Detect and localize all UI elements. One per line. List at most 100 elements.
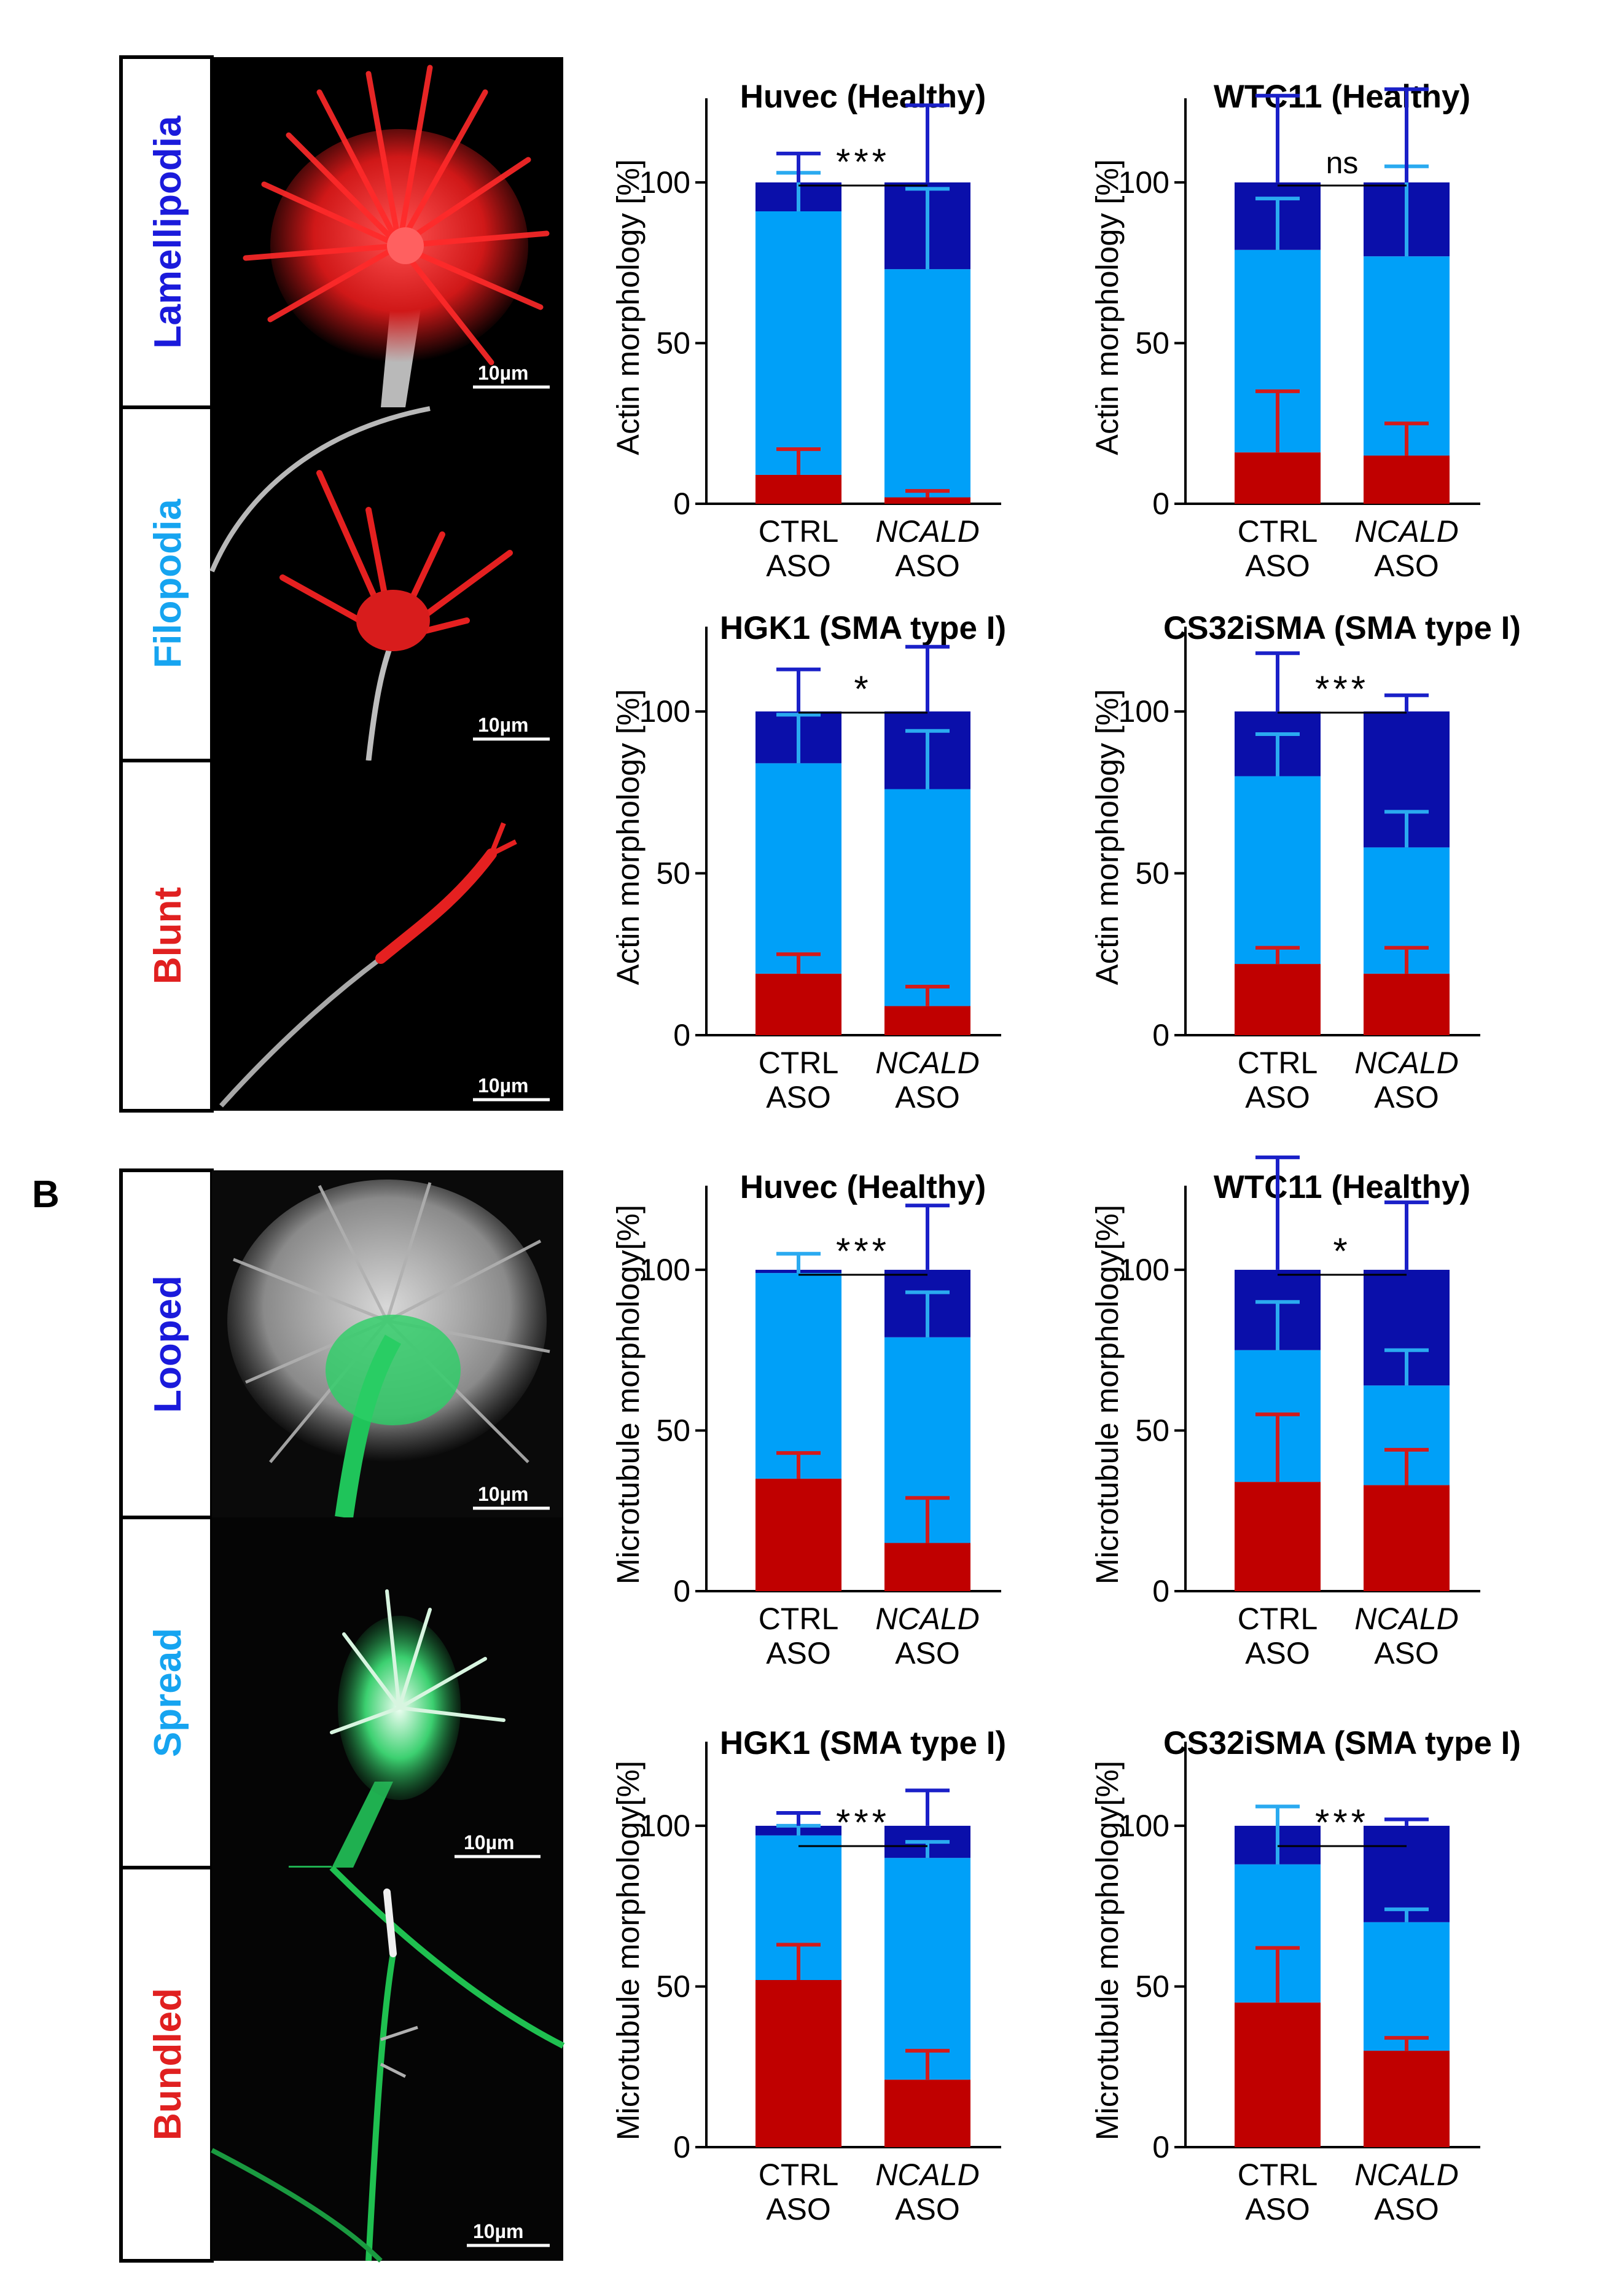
bar-segment (755, 763, 841, 974)
y-tick-label: 0 (673, 1018, 690, 1052)
bar-segment (884, 1858, 970, 2080)
y-tick-label: 50 (656, 326, 690, 360)
image-label-bundled: Bundled (147, 1988, 189, 2140)
category-label: NCALD (1354, 514, 1458, 549)
microtubule-spread-micrograph: 10µm (212, 1517, 563, 1869)
chart-title: Huvec (Healthy) (740, 79, 986, 115)
category-label: ASO (895, 2192, 960, 2226)
y-tick-label: 100 (639, 1809, 690, 1843)
label-box-spread (119, 1516, 214, 1869)
bar-segment (1235, 452, 1321, 504)
category-label: NCALD (1354, 2158, 1458, 2192)
chart-4: CS32iSMA (SMA type I) Actin morphology [%… (1090, 610, 1521, 1114)
significance-label: *** (836, 141, 890, 182)
y-tick-label: 50 (1135, 856, 1169, 891)
bar-segment (1364, 973, 1450, 1035)
category-label: CTRL (759, 514, 839, 549)
y-tick-label: 100 (639, 165, 690, 200)
bar-segment (884, 1543, 970, 1591)
image-label-lamellipodia: Lamellipodia (147, 115, 189, 348)
image-label-spread: Spread (147, 1628, 189, 1757)
y-tick-label: 50 (656, 1413, 690, 1447)
micrograph-column-actin: Lamellipodia Filopodia Blunt 10µm (119, 55, 563, 1113)
y-tick-label: 0 (1152, 487, 1169, 521)
chart-title: HGK1 (SMA type I) (720, 610, 1006, 646)
actin-filopodia-micrograph: 10µm (209, 406, 563, 761)
chart-6: WTC11 (Healthy) Microtubule morphology[%]… (1090, 1155, 1480, 1670)
y-tick-label: 100 (639, 1253, 690, 1287)
y-tick-label: 50 (656, 1969, 690, 2003)
category-label: CTRL (1238, 2158, 1318, 2192)
bar-segment (755, 474, 841, 504)
chart-8: CS32iSMA (SMA type I) Microtubule morphol… (1090, 1725, 1521, 2226)
bar-segment (1364, 1825, 1450, 1922)
y-axis-label: Actin morphology [%] (1090, 689, 1125, 985)
scale-bar-label: 10µm (478, 714, 528, 736)
chart-title: WTC11 (Healthy) (1214, 1169, 1470, 1205)
category-label: NCALD (1354, 1602, 1458, 1636)
panel-label: B (32, 1173, 60, 1216)
label-box-lamellipodia (119, 55, 214, 409)
bar-segment (755, 973, 841, 1035)
category-label: ASO (766, 549, 831, 583)
category-label: NCALD (875, 1602, 979, 1636)
category-label: ASO (1374, 1636, 1439, 1670)
category-label: NCALD (875, 2158, 979, 2192)
bar-segment (1364, 455, 1450, 504)
y-tick-label: 0 (673, 2130, 690, 2164)
y-tick-label: 50 (1135, 1969, 1169, 2003)
scale-bar-label: 10µm (464, 1831, 514, 1853)
y-tick-label: 0 (673, 1574, 690, 1608)
y-axis-label: Actin morphology [%] (611, 689, 646, 985)
scale-bar-label: 10µm (473, 2220, 523, 2242)
y-tick-label: 0 (1152, 2130, 1169, 2164)
scale-bar-label: 10µm (478, 1074, 528, 1097)
significance-label: *** (836, 1802, 890, 1843)
chart-2: WTC11 (Healthy) Actin morphology [%] 0 50 10… (1090, 79, 1480, 583)
image-label-filopodia: Filopodia (147, 499, 189, 668)
chart-5: Huvec (Healthy) Microtubule morphology[%]… (611, 1169, 1001, 1670)
category-label: ASO (1374, 549, 1439, 583)
chart-1: Huvec (Healthy) Actin morphology [%] 0 50 10… (611, 79, 1001, 583)
y-tick-label: 50 (1135, 326, 1169, 360)
category-label: ASO (1245, 1080, 1310, 1114)
bar-segment (1364, 1485, 1450, 1591)
category-label: CTRL (1238, 1046, 1318, 1080)
bar-segment (884, 269, 970, 498)
bar-segment (1364, 2051, 1450, 2147)
significance-label: * (1333, 1231, 1351, 1272)
charts-area: Huvec (Healthy) Actin morphology [%] 0 50 10… (611, 79, 1521, 2226)
significance-label: * (854, 668, 872, 710)
bar-segment (755, 1478, 841, 1591)
category-label: ASO (1374, 1080, 1439, 1114)
category-label: NCALD (875, 514, 979, 549)
chart-title: CS32iSMA (SMA type I) (1163, 610, 1521, 646)
y-axis-label: Actin morphology [%] (1090, 159, 1125, 455)
category-label: ASO (1245, 1636, 1310, 1670)
bar-segment (1364, 1922, 1450, 2051)
label-box-looped (119, 1168, 214, 1519)
chart-title: WTC11 (Healthy) (1214, 79, 1470, 115)
category-label: ASO (766, 1080, 831, 1114)
y-tick-label: 0 (673, 487, 690, 521)
y-axis-label: Microtubule morphology[%] (1090, 1761, 1125, 2140)
y-tick-label: 0 (1152, 1018, 1169, 1052)
bar-segment (884, 2080, 970, 2147)
category-label: ASO (766, 2192, 831, 2226)
category-label: ASO (766, 1636, 831, 1670)
y-tick-label: 100 (639, 694, 690, 729)
chart-title: HGK1 (SMA type I) (720, 1725, 1006, 1761)
y-axis-label: Microtubule morphology[%] (611, 1205, 646, 1584)
chart-title: Huvec (Healthy) (740, 1169, 986, 1205)
micrograph-column-microtubule: Looped Spread Bundled 10µm (119, 1168, 565, 2263)
y-tick-label: 100 (1118, 1253, 1169, 1287)
bar-segment (884, 1006, 970, 1035)
category-label: ASO (895, 1080, 960, 1114)
microtubule-bundled-micrograph: 10µm (211, 1865, 565, 2263)
actin-lamellipodia-micrograph: 10µm (212, 57, 563, 407)
category-label: ASO (895, 1636, 960, 1670)
actin-blunt-micrograph: 10µm (212, 761, 563, 1111)
significance-label: ns (1326, 146, 1359, 180)
category-label: ASO (1245, 549, 1310, 583)
